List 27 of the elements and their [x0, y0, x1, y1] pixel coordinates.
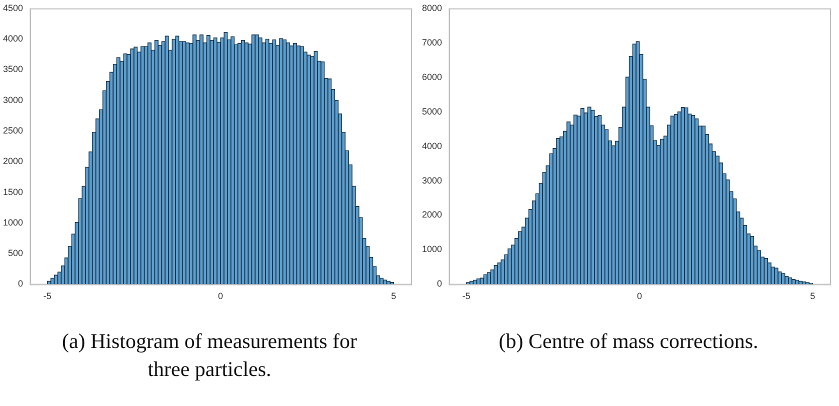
y-tick-label: 500 [8, 248, 24, 258]
y-tick-label: 1500 [2, 186, 24, 197]
y-tick-label: 0 [18, 278, 24, 289]
x-tick-label: 0 [637, 291, 642, 302]
y-tick-label: 1000 [422, 244, 442, 254]
y-tick-label: 4500 [2, 2, 24, 13]
y-tick-label: 2500 [2, 125, 24, 136]
y-tick-label: 3500 [2, 64, 24, 74]
y-tick-label: 3000 [2, 94, 24, 105]
x-tick-label: -5 [43, 291, 52, 302]
x-tick-label: 0 [218, 291, 224, 302]
y-tick-label: 8000 [422, 2, 442, 13]
text: (b) Centre of mass corrections. [498, 328, 760, 355]
text: (a) Histogram of measurements for three particles. [60, 328, 358, 383]
y-tick-label: 2000 [2, 156, 24, 166]
y-tick-label: 7000 [422, 37, 442, 48]
y-tick-label: 4000 [422, 140, 442, 151]
y-tick-label: 4000 [2, 34, 24, 44]
y-tick-label: 6000 [422, 72, 442, 82]
x-tick-label: 5 [810, 291, 816, 302]
y-tick-label: 3000 [422, 175, 442, 186]
y-tick-label: 2000 [422, 210, 442, 220]
y-tick-label: 0 [437, 278, 442, 289]
x-tick-label: -5 [462, 291, 470, 302]
y-tick-label: 5000 [422, 106, 442, 116]
y-tick-label: 1000 [2, 217, 24, 228]
x-tick-label: 5 [391, 291, 396, 302]
